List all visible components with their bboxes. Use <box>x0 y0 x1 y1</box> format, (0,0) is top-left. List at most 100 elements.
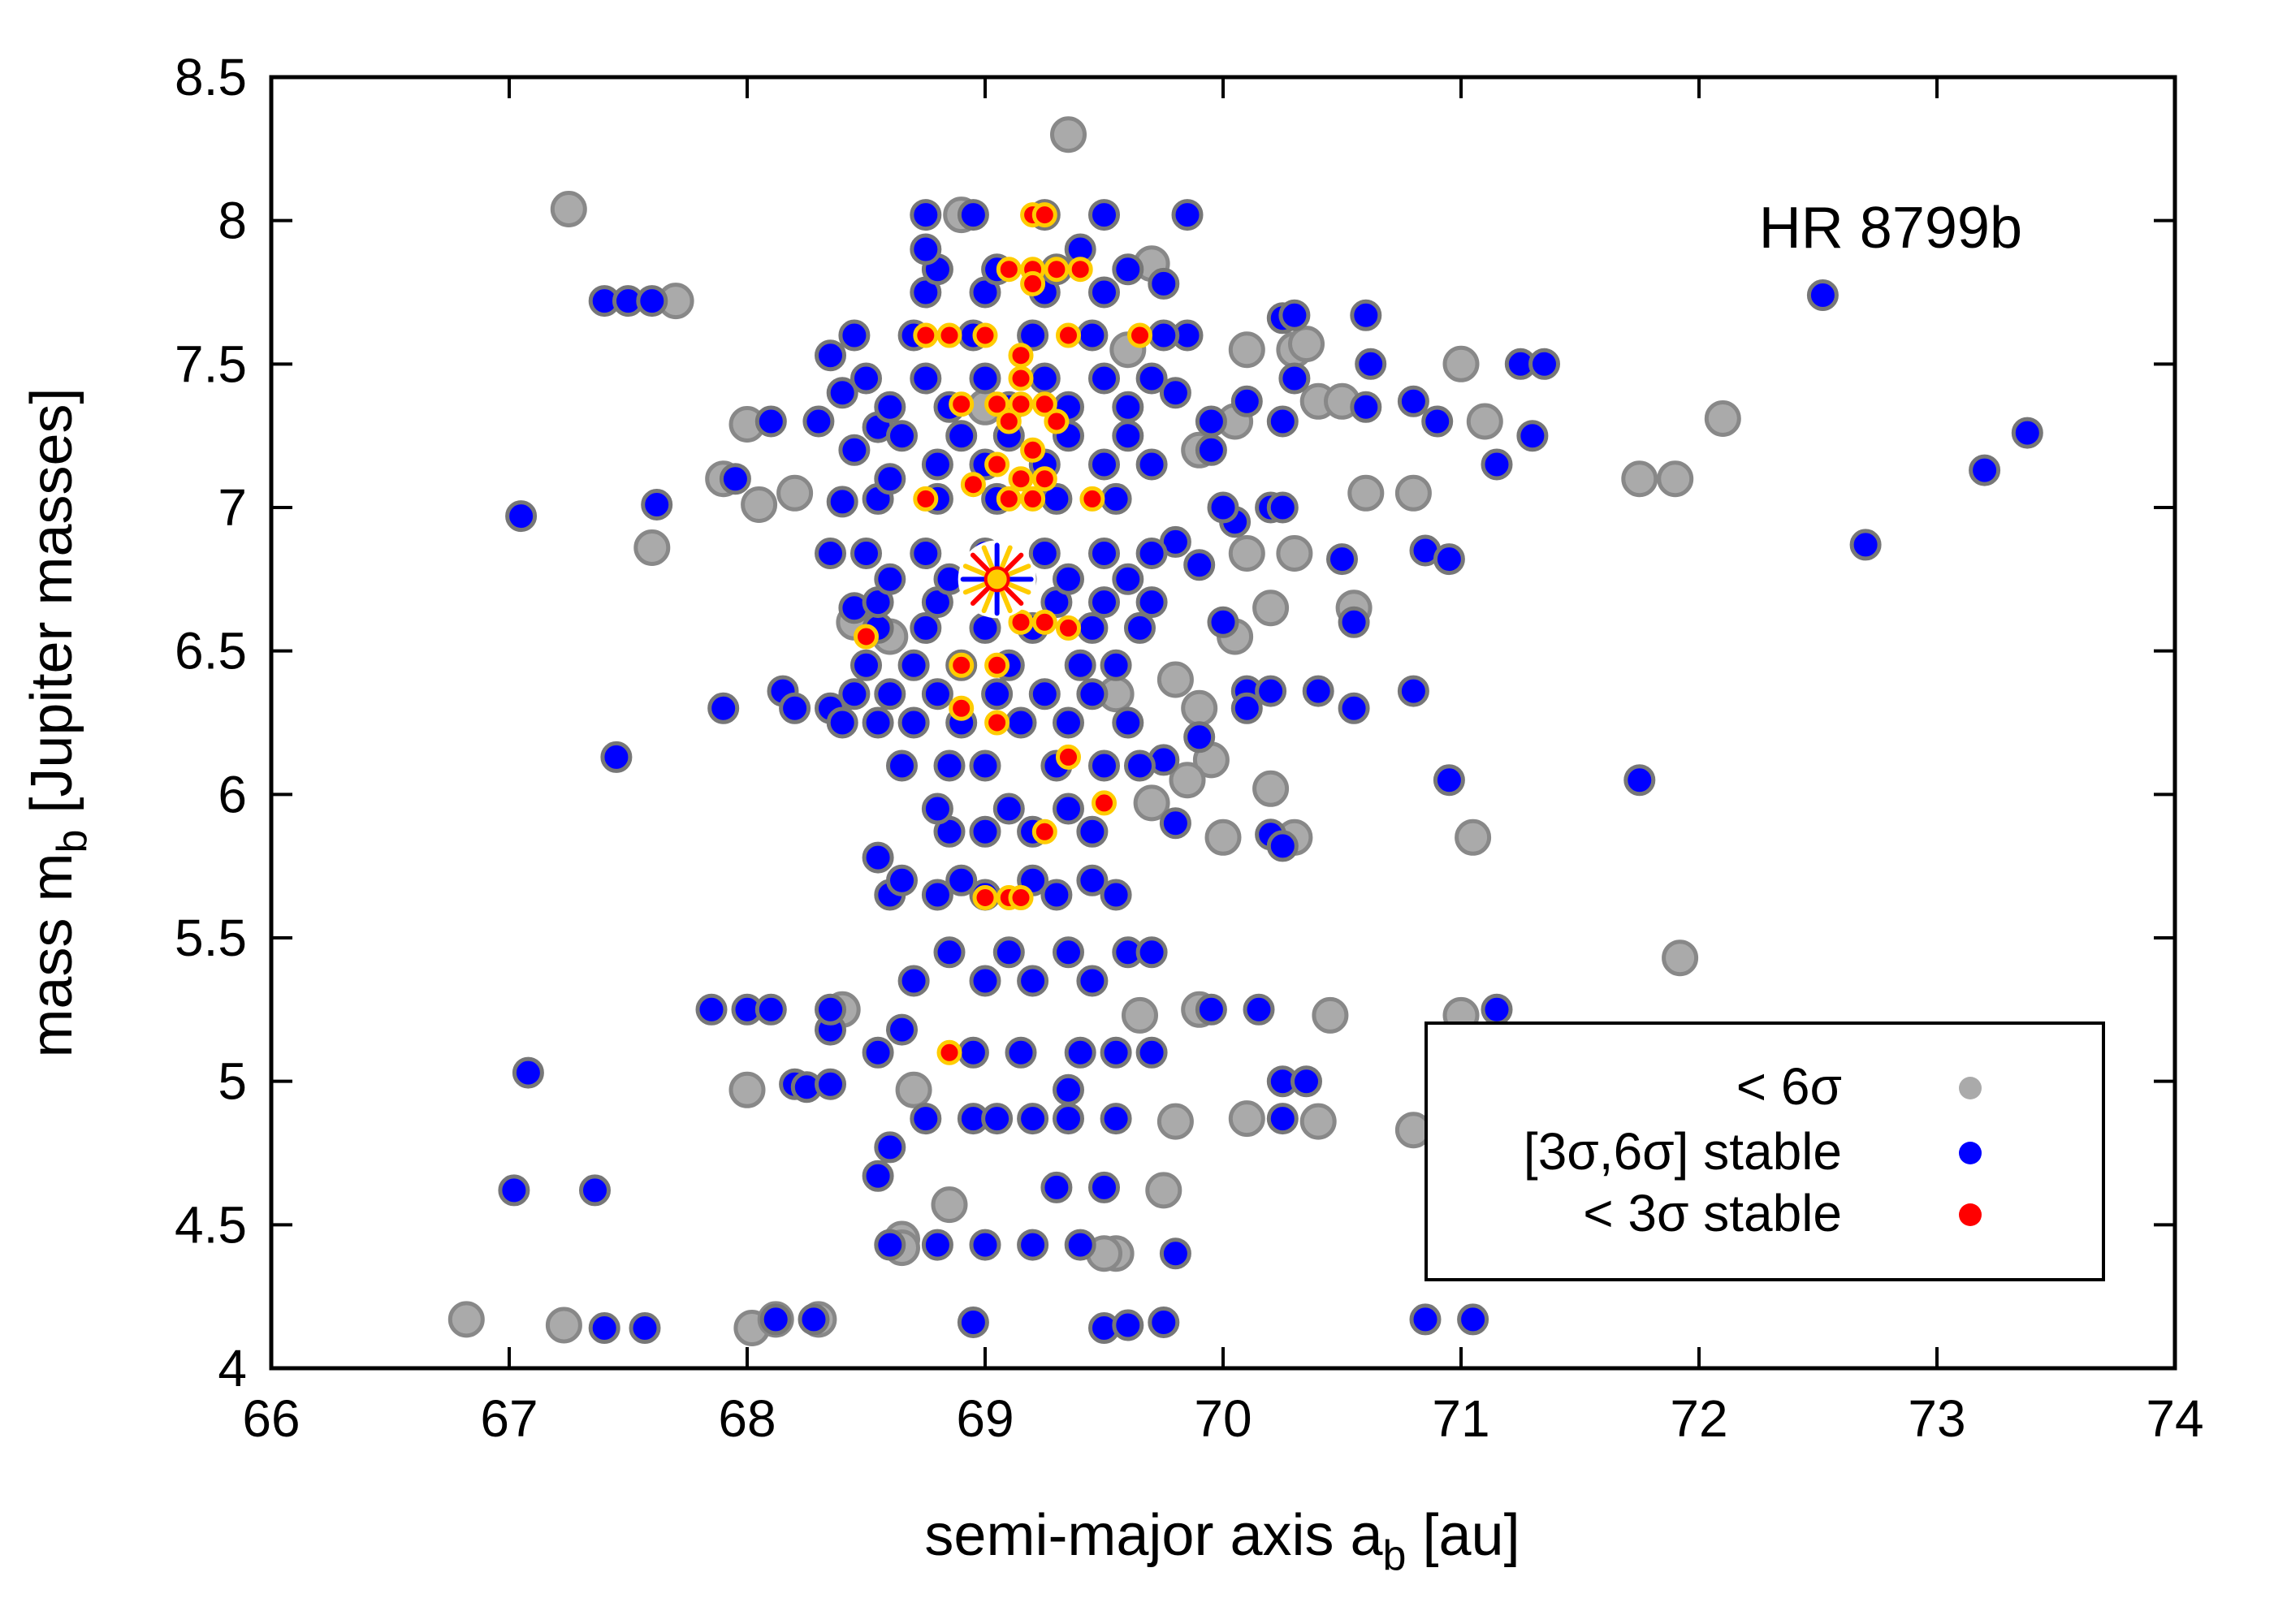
point-series1-239 <box>1171 199 1204 231</box>
point-series2-41 <box>1031 818 1057 844</box>
point-series2-31 <box>1008 609 1034 635</box>
point-series1-144 <box>992 793 1025 825</box>
point-series2-39 <box>1056 744 1081 770</box>
best-fit-ray-14 <box>1002 552 1024 574</box>
point-series1-151 <box>1124 749 1156 782</box>
y-tick-label: 7.5 <box>175 335 247 393</box>
point-series1-207 <box>874 391 906 423</box>
legend: < 6σ [3σ,6σ] stable < 3σ stable <box>1424 1021 2105 1281</box>
point-series1-190 <box>1135 538 1168 569</box>
point-series1-129 <box>1135 936 1168 969</box>
point-series1-135 <box>886 864 918 896</box>
best-fit-ray-7 <box>962 581 989 595</box>
legend-label-gray: < 6σ <box>1736 1057 1842 1116</box>
point-series1-218 <box>838 319 871 352</box>
point-series1-37 <box>981 1103 1014 1135</box>
legend-marker-red <box>1959 1203 1982 1226</box>
x-tick-label: 67 <box>480 1389 538 1448</box>
best-fit-ray-5 <box>981 587 996 614</box>
point-series1-93 <box>1516 420 1549 452</box>
point-series1-22 <box>815 1068 846 1100</box>
legend-marker-blue <box>1959 1142 1982 1164</box>
point-series2-12 <box>1008 343 1034 369</box>
point-series1-95 <box>1806 279 1839 311</box>
point-series1-120 <box>1005 1036 1037 1069</box>
point-series1-68 <box>1207 606 1239 638</box>
point-series1-63 <box>1278 362 1311 395</box>
point-series1-147 <box>933 749 966 782</box>
point-series0-1 <box>550 191 587 227</box>
point-series1-200 <box>1088 448 1120 481</box>
point-series2-15 <box>984 391 1010 417</box>
point-series1-34 <box>1088 1171 1120 1203</box>
point-series1-81 <box>1350 391 1382 423</box>
point-series1-26 <box>874 1131 906 1164</box>
point-series1-162 <box>1076 678 1109 710</box>
point-series0-21 <box>1228 1100 1265 1138</box>
point-series1-15 <box>779 692 811 724</box>
point-series2-16 <box>1008 391 1034 417</box>
point-series1-180 <box>874 563 906 595</box>
point-series2-22 <box>1008 466 1034 492</box>
legend-box <box>1424 1021 2105 1281</box>
point-series2-10 <box>1056 322 1081 348</box>
point-series2-19 <box>996 408 1022 434</box>
point-series1-82 <box>1326 543 1358 576</box>
point-series1-216 <box>1088 362 1120 395</box>
point-series1-43 <box>815 339 846 372</box>
point-series1-99 <box>1243 993 1275 1026</box>
point-series0-0 <box>1050 116 1087 153</box>
point-series1-47 <box>826 486 858 518</box>
point-series1-12 <box>719 463 751 495</box>
point-series0-44 <box>1276 535 1313 572</box>
x-tick-label: 73 <box>1908 1389 1965 1448</box>
point-series0-2 <box>447 1301 485 1338</box>
point-series1-142 <box>1076 815 1109 848</box>
x-tick-label: 74 <box>2146 1389 2203 1448</box>
point-series0-49 <box>1169 762 1206 799</box>
point-series1-98 <box>1849 529 1882 561</box>
point-series1-213 <box>910 362 942 395</box>
point-series1-48 <box>815 538 846 569</box>
point-series1-195 <box>1100 482 1132 515</box>
point-series0-41 <box>1621 460 1658 498</box>
point-series1-45 <box>838 434 871 466</box>
point-series1-105 <box>1409 1303 1442 1336</box>
point-series1-136 <box>945 864 978 896</box>
point-series2-8 <box>936 322 962 348</box>
point-series1-133 <box>1040 879 1073 911</box>
best-fit-ray-2 <box>1002 585 1024 607</box>
point-series1-157 <box>1112 706 1144 739</box>
x-tick-label: 66 <box>242 1389 300 1448</box>
point-series2-25 <box>996 486 1022 512</box>
point-series1-173 <box>1124 611 1156 644</box>
point-series1-126 <box>992 936 1025 969</box>
point-series1-125 <box>933 936 966 969</box>
point-series1-222 <box>1076 319 1109 352</box>
point-series1-90 <box>1481 448 1513 481</box>
point-series2-34 <box>854 624 879 650</box>
point-series0-50 <box>1133 784 1170 822</box>
point-series1-202 <box>886 420 918 452</box>
point-series1-88 <box>1433 764 1465 797</box>
point-series0-40 <box>1704 400 1741 437</box>
point-series1-109 <box>921 1229 953 1261</box>
point-series1-183 <box>1053 563 1084 595</box>
point-series1-223 <box>1148 319 1180 352</box>
point-series1-203 <box>945 420 978 452</box>
point-series1-158 <box>874 678 906 710</box>
point-series1-74 <box>1338 692 1370 724</box>
point-series0-11 <box>741 486 778 523</box>
point-series1-197 <box>921 448 953 481</box>
point-series1-112 <box>1064 1229 1096 1261</box>
point-series1-153 <box>897 706 930 739</box>
point-series2-32 <box>1031 609 1057 635</box>
point-series1-11 <box>754 405 787 438</box>
point-series1-41 <box>862 841 894 874</box>
point-series1-59 <box>1159 377 1191 409</box>
point-series1-212 <box>850 362 882 395</box>
point-series1-221 <box>1017 319 1049 352</box>
point-series1-97 <box>2011 417 2043 449</box>
point-series1-138 <box>1076 864 1109 896</box>
point-series0-31 <box>1347 474 1385 512</box>
